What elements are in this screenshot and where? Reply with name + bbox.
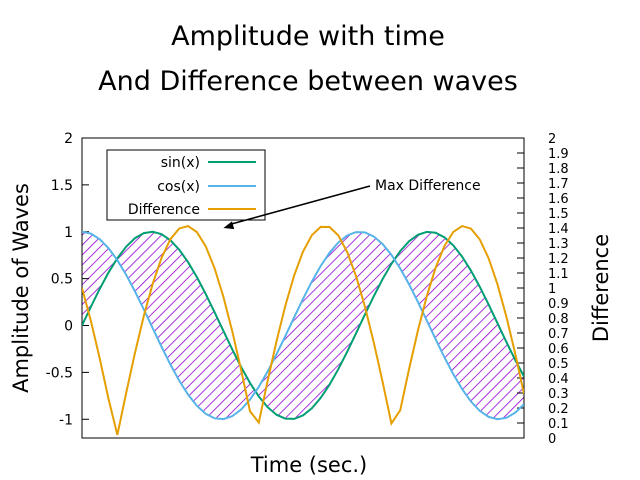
y2-tick-label: 1.8 bbox=[548, 162, 569, 177]
y2-tick-label: 0.4 bbox=[548, 372, 569, 387]
x-axis-label: Time (sec.) bbox=[250, 453, 368, 477]
right-axis-ticks: 21.91.81.71.61.51.41.31.21.110.90.80.70.… bbox=[517, 132, 569, 447]
y2-tick-label: 1.7 bbox=[548, 177, 569, 192]
legend-label-cos: cos(x) bbox=[157, 179, 200, 195]
y-tick-label: 1 bbox=[64, 225, 73, 241]
sin-cos-hatched-area bbox=[82, 231, 524, 420]
y2-tick-label: 1.4 bbox=[548, 222, 569, 237]
y2-tick-label: 0.9 bbox=[548, 297, 569, 312]
chart-title-line1: Amplitude with time bbox=[171, 21, 445, 52]
legend-label-difference: Difference bbox=[128, 202, 200, 218]
legend-label-sin: sin(x) bbox=[161, 155, 200, 171]
y-tick-label: 2 bbox=[64, 131, 73, 147]
y-axis-label: Amplitude of Waves bbox=[9, 183, 33, 393]
left-axis-ticks: 2 1.5 1 0.5 0 -0.5 -1 bbox=[46, 131, 89, 428]
y2-tick-label: 0.8 bbox=[548, 312, 569, 327]
annotation-label: Max Difference bbox=[375, 178, 481, 194]
annotation-arrow-line bbox=[231, 185, 371, 225]
y2-tick-label: 1.1 bbox=[548, 267, 569, 282]
y2-tick-label: 1.6 bbox=[548, 192, 569, 207]
chart-title-line2: And Difference between waves bbox=[98, 66, 518, 97]
y2-axis-label: Difference bbox=[589, 234, 613, 342]
series-line-sin bbox=[82, 230, 524, 420]
y-tick-label: -0.5 bbox=[46, 365, 73, 381]
y2-tick-label: 1.2 bbox=[548, 252, 569, 267]
annotation-max-difference: Max Difference bbox=[223, 178, 481, 230]
y2-tick-label: 2 bbox=[548, 132, 556, 147]
y2-tick-label: 1.3 bbox=[548, 237, 569, 252]
y2-tick-label: 0.5 bbox=[548, 357, 569, 372]
y2-tick-label: 0 bbox=[548, 432, 556, 447]
y-tick-label: 1.5 bbox=[51, 178, 73, 194]
series-line-difference bbox=[82, 224, 524, 436]
y2-tick-label: 1 bbox=[548, 282, 556, 297]
series-line-cos bbox=[82, 230, 524, 421]
y2-tick-label: 1.9 bbox=[548, 147, 569, 162]
y-tick-label: 0 bbox=[64, 319, 73, 335]
y2-tick-label: 0.7 bbox=[548, 327, 569, 342]
y-tick-label: -1 bbox=[59, 412, 73, 428]
legend: sin(x) cos(x) Difference bbox=[106, 149, 266, 221]
y2-tick-label: 1.5 bbox=[548, 207, 569, 222]
y2-tick-label: 0.6 bbox=[548, 342, 569, 357]
y2-tick-label: 0.3 bbox=[548, 387, 569, 402]
annotation-arrow-head bbox=[223, 221, 235, 230]
y2-tick-label: 0.2 bbox=[548, 402, 569, 417]
y2-tick-label: 0.1 bbox=[548, 417, 569, 432]
y-tick-label: 0.5 bbox=[51, 272, 73, 288]
